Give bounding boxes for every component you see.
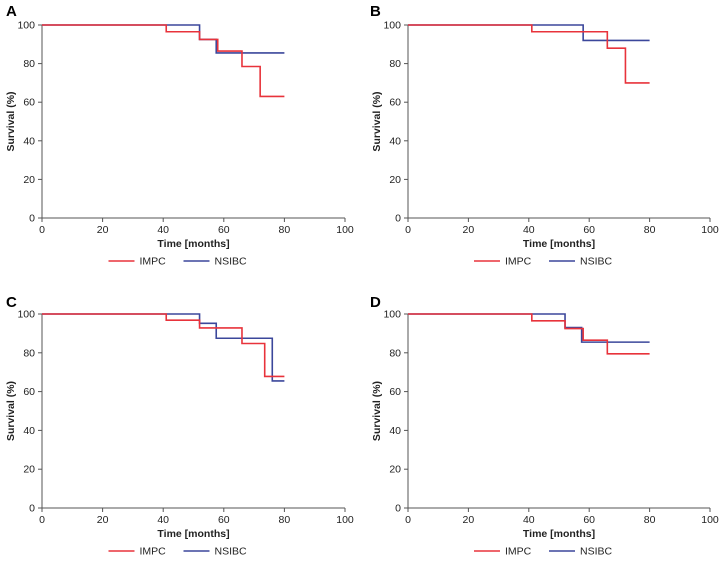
y-tick-label: 20 <box>23 464 35 476</box>
x-axis-title: Time [months] <box>523 238 595 250</box>
x-tick-label: 60 <box>218 224 230 236</box>
chart-panel-d: D 0 20 40 60 80 100 0 20 40 60 80 100 Time [months] Su… <box>370 294 719 558</box>
y-tick-label: 20 <box>389 174 401 186</box>
x-tick-label: 100 <box>336 224 354 236</box>
x-tick-label: 100 <box>701 514 719 526</box>
x-tick-label: 40 <box>157 514 169 526</box>
x-tick-label: 40 <box>157 224 169 236</box>
chart-panel-b: B 0 20 40 60 80 100 0 20 40 60 80 100 Time [months] Su… <box>370 3 719 268</box>
y-tick-label: 0 <box>395 503 401 515</box>
x-tick-label: 40 <box>523 224 535 236</box>
x-tick-label: 20 <box>97 224 109 236</box>
y-tick-label: 0 <box>29 503 35 515</box>
y-tick-label: 40 <box>389 425 401 437</box>
y-axis-title: Survival (%) <box>371 91 383 151</box>
x-tick-label: 40 <box>523 514 535 526</box>
series-line-nsibc <box>408 313 650 343</box>
y-tick-label: 40 <box>389 135 401 147</box>
y-tick-label: 100 <box>17 20 35 32</box>
x-tick-label: 80 <box>644 224 656 236</box>
x-tick-label: 0 <box>405 514 411 526</box>
series-line-impc <box>42 24 285 98</box>
legend-label-impc: IMPC <box>505 546 532 558</box>
y-tick-label: 20 <box>389 464 401 476</box>
y-tick-label: 80 <box>389 58 401 70</box>
x-tick-label: 60 <box>583 224 595 236</box>
y-tick-label: 60 <box>389 386 401 398</box>
x-axis-title: Time [months] <box>523 528 595 540</box>
series-line-nsibc <box>42 24 285 54</box>
y-tick-label: 60 <box>389 97 401 109</box>
y-tick-label: 60 <box>23 386 35 398</box>
legend-label-impc: IMPC <box>505 256 532 268</box>
x-tick-label: 0 <box>39 224 45 236</box>
y-tick-label: 80 <box>389 347 401 359</box>
x-tick-label: 100 <box>701 224 719 236</box>
panel-letter: B <box>370 3 381 20</box>
legend-label-impc: IMPC <box>140 256 167 268</box>
x-tick-label: 60 <box>583 514 595 526</box>
y-tick-label: 100 <box>383 309 401 321</box>
series-line-impc <box>42 313 285 378</box>
x-tick-label: 20 <box>463 224 475 236</box>
legend-label-nsibc: NSIBC <box>580 546 613 558</box>
y-tick-label: 100 <box>17 309 35 321</box>
y-tick-label: 40 <box>23 135 35 147</box>
y-tick-label: 40 <box>23 425 35 437</box>
x-tick-label: 80 <box>644 514 656 526</box>
x-tick-label: 20 <box>97 514 109 526</box>
y-tick-label: 80 <box>23 347 35 359</box>
x-tick-label: 100 <box>336 514 354 526</box>
x-tick-label: 0 <box>405 224 411 236</box>
legend-label-impc: IMPC <box>140 546 167 558</box>
x-tick-label: 60 <box>218 514 230 526</box>
y-tick-label: 0 <box>395 213 401 225</box>
panel-letter: A <box>6 3 17 20</box>
y-tick-label: 20 <box>23 174 35 186</box>
x-tick-label: 20 <box>463 514 475 526</box>
y-tick-label: 60 <box>23 97 35 109</box>
chart-panel-a: A 0 20 40 60 80 100 0 20 40 60 80 100 Time [months] Su… <box>5 3 354 268</box>
series-line-nsibc <box>408 24 650 42</box>
y-axis-title: Survival (%) <box>371 381 383 441</box>
y-tick-label: 0 <box>29 213 35 225</box>
chart-panel-c: C 0 20 40 60 80 100 0 20 40 60 80 100 Time [months] Su… <box>5 294 354 558</box>
y-tick-label: 80 <box>23 58 35 70</box>
x-axis-title: Time [months] <box>157 238 229 250</box>
legend-label-nsibc: NSIBC <box>215 256 248 268</box>
x-axis-title: Time [months] <box>157 528 229 540</box>
y-axis-title: Survival (%) <box>5 91 17 151</box>
series-line-nsibc <box>42 313 285 382</box>
x-tick-label: 80 <box>279 224 291 236</box>
series-line-impc <box>408 313 650 355</box>
y-tick-label: 100 <box>383 20 401 32</box>
series-line-impc <box>408 24 650 84</box>
panel-letter: D <box>370 294 381 311</box>
legend-label-nsibc: NSIBC <box>215 546 248 558</box>
x-tick-label: 0 <box>39 514 45 526</box>
legend-label-nsibc: NSIBC <box>580 256 613 268</box>
y-axis-title: Survival (%) <box>5 381 17 441</box>
panel-letter: C <box>6 294 17 311</box>
x-tick-label: 80 <box>279 514 291 526</box>
